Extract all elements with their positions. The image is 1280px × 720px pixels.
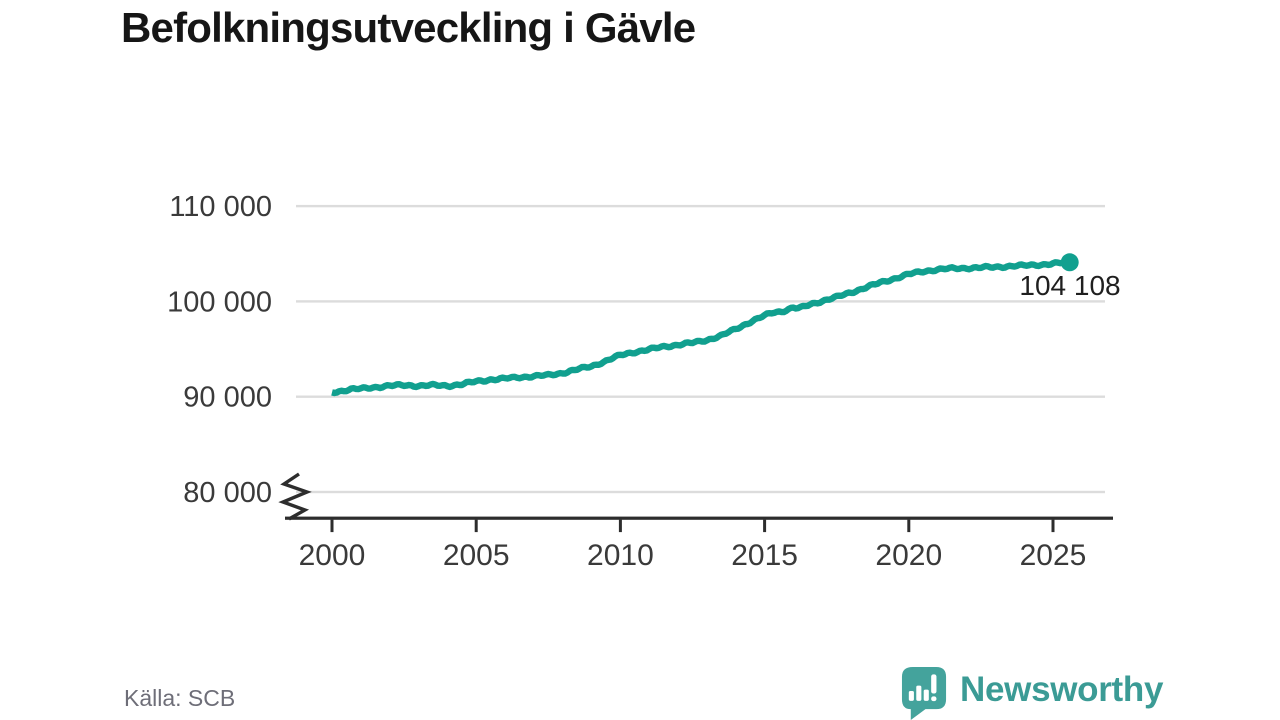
newsworthy-logo: Newsworthy bbox=[900, 665, 1163, 720]
y-tick-label: 100 000 bbox=[167, 286, 272, 318]
x-tick bbox=[907, 519, 911, 533]
source-note: Källa: SCB bbox=[124, 685, 236, 711]
x-tick-label: 2010 bbox=[587, 539, 654, 572]
gridline-y bbox=[296, 395, 1105, 398]
latest-value-label: 104 108 bbox=[1019, 270, 1121, 301]
x-tick bbox=[618, 519, 622, 533]
y-tick-label: 90 000 bbox=[183, 382, 272, 414]
newsworthy-wordmark: Newsworthy bbox=[960, 670, 1164, 709]
x-tick-label: 2025 bbox=[1020, 539, 1087, 572]
gridline-y bbox=[296, 490, 1105, 494]
axis-break-icon bbox=[278, 472, 312, 521]
x-tick bbox=[1051, 519, 1055, 533]
gridline-y bbox=[296, 204, 1105, 208]
y-tick-label: 80 000 bbox=[183, 477, 272, 509]
x-tick-label: 2005 bbox=[443, 539, 510, 572]
chart-title: Befolkningsutveckling i Gävle bbox=[121, 4, 696, 51]
x-tick bbox=[330, 519, 334, 533]
x-tick bbox=[474, 519, 478, 533]
gridline-y bbox=[296, 300, 1105, 303]
end-point-dot bbox=[1060, 253, 1079, 272]
population-line bbox=[331, 258, 1071, 397]
x-tick-label: 2020 bbox=[875, 539, 942, 572]
x-tick bbox=[763, 519, 767, 533]
x-tick-label: 2000 bbox=[299, 539, 366, 572]
x-axis-line bbox=[285, 516, 1113, 520]
newsworthy-logo-icon bbox=[901, 667, 947, 720]
y-tick-label: 110 000 bbox=[169, 191, 272, 223]
x-tick-label: 2015 bbox=[731, 539, 798, 572]
